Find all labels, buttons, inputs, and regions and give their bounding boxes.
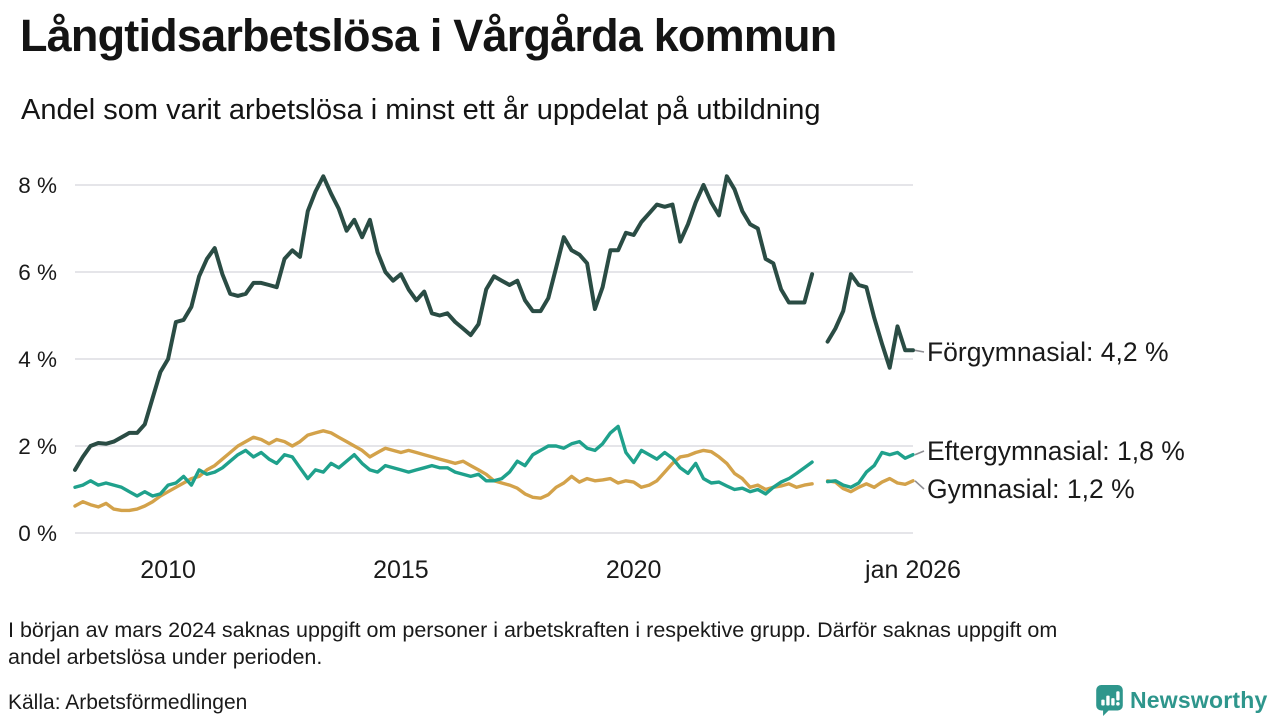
y-tick-label: 4 % <box>18 347 57 372</box>
x-tick-label: 2020 <box>606 556 662 584</box>
series-line-0 <box>73 174 915 472</box>
label-connector <box>914 349 925 353</box>
y-tick-label: 8 % <box>18 173 57 198</box>
y-tick-label: 0 % <box>18 521 57 546</box>
footnote-line-2: andel arbetslösa under perioden. <box>8 645 323 669</box>
series-line-2 <box>73 429 915 513</box>
page-title: Långtidsarbetslösa i Vårgårda kommun <box>20 10 837 61</box>
series-end-label-eftergymnasial: Eftergymnasial: 1,8 % <box>927 436 1185 466</box>
series-end-label-forgymnasial: Förgymnasial: 4,2 % <box>927 337 1169 367</box>
y-tick-label: 2 % <box>18 434 57 459</box>
newsworthy-marker-icon <box>1096 685 1123 716</box>
chart-footnote: I början av mars 2024 saknas uppgift om … <box>8 617 1057 671</box>
source-note: Källa: Arbetsförmedlingen <box>8 691 248 714</box>
x-tick-label: 2010 <box>140 556 196 584</box>
footnote-line-1: I början av mars 2024 saknas uppgift om … <box>8 618 1058 642</box>
series-end-label-gymnasial: Gymnasial: 1,2 % <box>927 474 1135 504</box>
y-tick-label: 6 % <box>18 260 57 285</box>
chart-subtitle: Andel som varit arbetslösa i minst ett å… <box>21 94 821 126</box>
label-connector <box>914 450 925 456</box>
series-line-1 <box>73 424 915 498</box>
label-connector <box>914 480 925 490</box>
newsworthy-logo: Newsworthy <box>1096 685 1267 716</box>
newsworthy-wordmark: Newsworthy <box>1130 687 1268 713</box>
x-tick-label: jan 2026 <box>864 556 961 584</box>
x-tick-label: 2015 <box>373 556 429 584</box>
